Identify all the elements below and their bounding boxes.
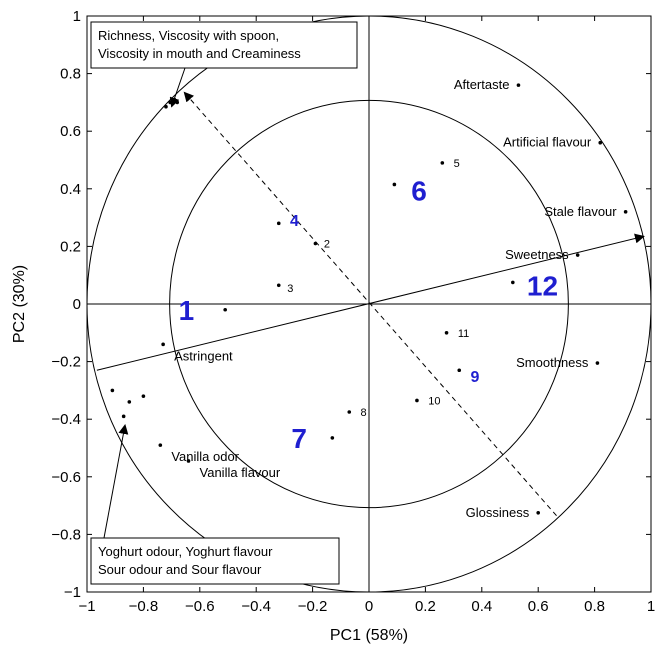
- x-tick-label: 0.6: [528, 598, 549, 615]
- annotation-text: Sour odour and Sour flavour: [98, 562, 262, 577]
- sample-label: 3: [287, 283, 293, 295]
- x-tick-label: 1: [647, 598, 655, 615]
- y-tick-label: 0.2: [60, 238, 81, 255]
- x-tick-label: 0: [365, 598, 373, 615]
- sample-point: [330, 436, 335, 440]
- group-point: [110, 388, 115, 393]
- attribute-point: [595, 361, 600, 365]
- annotation-text: Yoghurt odour, Yoghurt flavour: [98, 544, 273, 559]
- x-tick-label: −0.6: [185, 598, 215, 615]
- correlation-circles: [87, 16, 651, 592]
- x-tick-label: 0.2: [415, 598, 436, 615]
- y-axis-label: PC2 (30%): [11, 265, 28, 343]
- group-point: [121, 414, 126, 419]
- attribute-point: [623, 210, 628, 214]
- sample-point: [223, 307, 227, 312]
- group-point: [141, 394, 146, 398]
- sample-label: 8: [361, 407, 367, 419]
- sample-label: 4: [290, 213, 299, 230]
- y-tick-label: 0.8: [60, 66, 81, 83]
- y-tick-label: −0.4: [51, 411, 81, 428]
- sample-label: 9: [471, 369, 480, 386]
- sample-point: [392, 182, 397, 187]
- sample-label: 10: [428, 395, 440, 407]
- annotation-text: Viscosity in mouth and Creaminess: [98, 46, 301, 61]
- y-tick-label: −1: [64, 584, 81, 601]
- sample-point: [313, 241, 318, 246]
- sample-label: 6: [411, 175, 427, 206]
- sample-label: 11: [458, 328, 469, 340]
- attribute-point: [161, 342, 165, 347]
- regression-arrows: [96, 91, 645, 517]
- sample-point: [347, 410, 352, 414]
- attribute-point: [575, 253, 580, 257]
- annotation-frame: [90, 21, 358, 69]
- sample-point: [457, 368, 462, 373]
- attribute-label: Vanilla flavour: [200, 465, 281, 480]
- data-points: Aftertaste Artificial flavour Stale flavou…: [110, 77, 628, 520]
- annotation-pointer: [169, 67, 186, 108]
- attribute-label: Aftertaste: [454, 77, 510, 92]
- group-point: [164, 104, 168, 109]
- sample-label: 7: [291, 423, 307, 454]
- y-tick-label: 0.4: [60, 181, 81, 198]
- annotation-text: Richness, Viscosity with spoon,: [98, 28, 279, 43]
- x-tick-label: −0.8: [129, 598, 159, 615]
- sample-point: [276, 221, 281, 226]
- sample-point: [444, 331, 449, 335]
- axis-ticks: −1 −0.8 −0.6 −0.4 −0.2 0 0.2 0.4 0.6 0.8 1 −1 −0.8 −0…: [51, 8, 655, 615]
- attribute-label: Artificial flavour: [503, 135, 592, 150]
- attribute-label: Vanilla odor: [171, 449, 239, 464]
- y-tick-label: −0.6: [51, 469, 81, 486]
- x-tick-label: −0.4: [241, 598, 271, 615]
- attribute-point: [158, 443, 163, 447]
- attribute-label: Stale flavour: [544, 204, 617, 219]
- group-point: [127, 400, 132, 404]
- sample-point: [511, 280, 515, 285]
- sample-label: 12: [527, 270, 558, 301]
- attribute-label: Astringent: [174, 348, 233, 363]
- x-tick-label: 0.8: [584, 598, 605, 615]
- dashed-arrow: [183, 91, 557, 517]
- group-point: [168, 100, 172, 105]
- sample-point: [415, 398, 419, 403]
- annotation-frame: [90, 537, 340, 585]
- x-tick-label: −0.2: [298, 598, 328, 615]
- annotation-box-top-left: Richness, Viscosity with spoon, Viscosity…: [90, 21, 358, 108]
- sample-label: 1: [179, 295, 195, 326]
- attribute-point: [598, 140, 603, 145]
- inner-circle: [169, 99, 569, 509]
- sample-label: 2: [324, 238, 330, 250]
- annotation-pointer: [103, 423, 129, 539]
- attribute-label: Smoothness: [516, 355, 589, 370]
- y-tick-label: −0.8: [51, 526, 81, 543]
- group-point: [175, 100, 180, 105]
- annotation-box-bottom-left: Yoghurt odour, Yoghurt flavour Sour odour…: [90, 423, 340, 585]
- y-tick-label: 1: [73, 8, 81, 25]
- sample-label: 5: [454, 158, 460, 170]
- sample-point: [440, 161, 445, 165]
- attribute-point: [516, 83, 521, 87]
- y-tick-label: 0.6: [60, 123, 81, 140]
- y-tick-label: 0: [73, 296, 81, 313]
- x-tick-label: 0.4: [471, 598, 492, 615]
- x-tick-label: −1: [78, 598, 95, 615]
- x-axis-label: PC1 (58%): [330, 627, 408, 644]
- annotation-boxes: Richness, Viscosity with spoon, Viscosity…: [90, 21, 358, 585]
- attribute-label: Sweetness: [505, 247, 569, 262]
- attribute-point: [186, 459, 191, 463]
- y-tick-label: −0.2: [51, 354, 81, 371]
- attribute-point: [536, 511, 540, 515]
- sample-point: [276, 283, 281, 288]
- attribute-label: Glossiness: [466, 505, 530, 520]
